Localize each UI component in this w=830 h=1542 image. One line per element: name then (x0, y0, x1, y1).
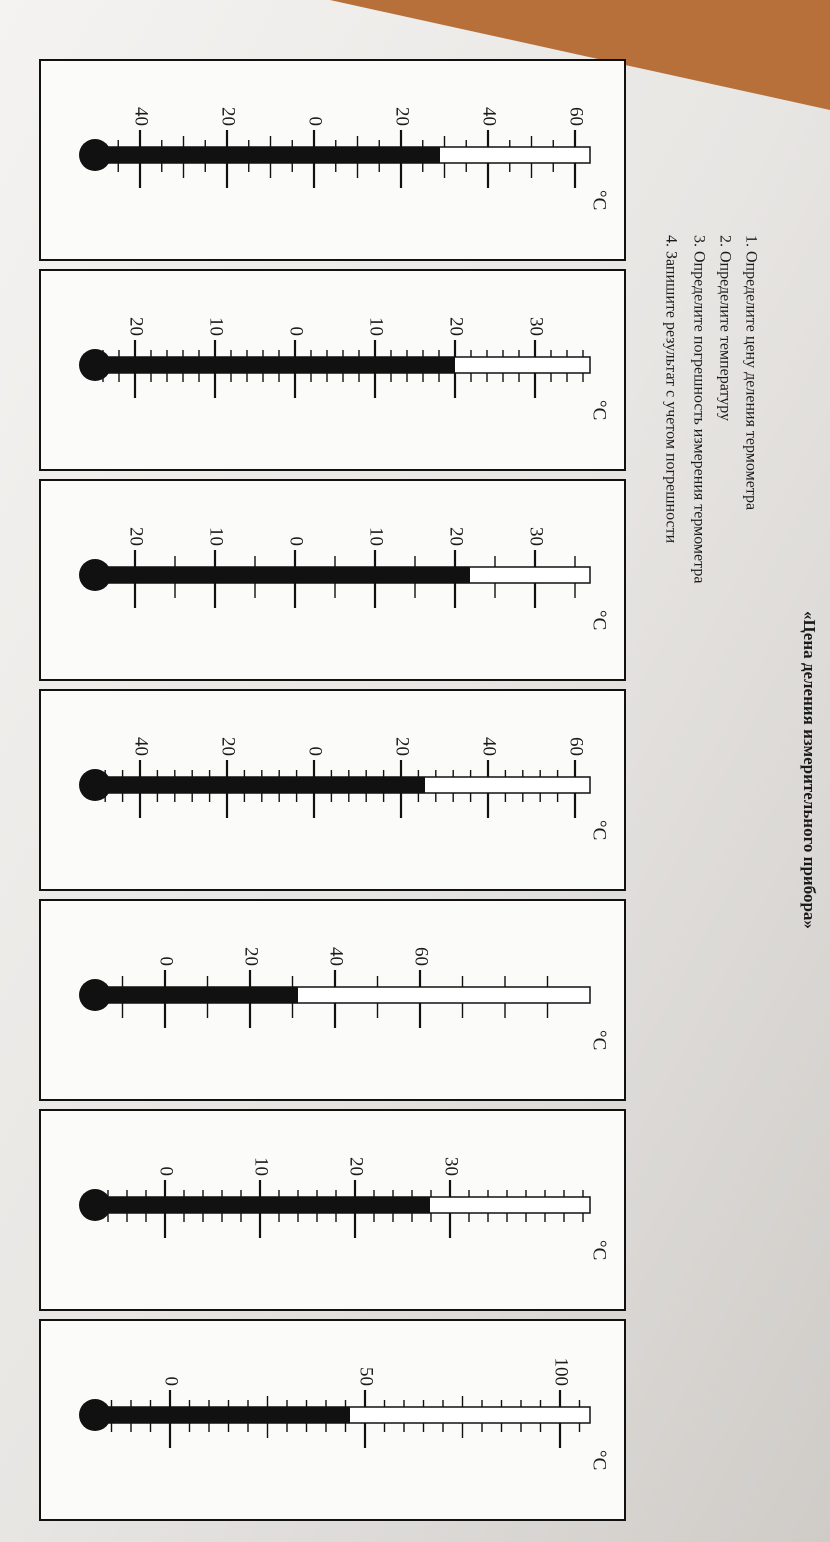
scale-label: 50 (356, 1367, 377, 1386)
scale-label: 30 (526, 527, 547, 546)
mercury (95, 1407, 350, 1423)
scale-label: 0 (156, 957, 177, 967)
scale-label: 20 (446, 317, 467, 336)
bulb (79, 979, 111, 1011)
unit-label: °C (589, 610, 610, 630)
mercury (95, 357, 455, 373)
instruction: 3. Определите погрешность измерения терм… (690, 235, 707, 583)
instruction: 1. Определите цену деления термометра (742, 235, 759, 510)
scale-label: 60 (566, 737, 587, 756)
scale-label: 0 (305, 117, 326, 127)
scale-label: 40 (326, 947, 347, 966)
scale-label: 20 (392, 107, 413, 126)
mercury (95, 567, 470, 583)
scale-label: 20 (126, 527, 147, 546)
unit-label: °C (589, 1030, 610, 1050)
unit-label: °C (589, 1240, 610, 1260)
bulb (79, 559, 111, 591)
scale-label: 60 (411, 947, 432, 966)
scale-label: 0 (161, 1377, 182, 1387)
scale-label: 20 (241, 947, 262, 966)
scale-label: 10 (251, 1157, 272, 1176)
bulb (79, 139, 111, 171)
scale-label: 10 (206, 527, 227, 546)
scale-label: 40 (479, 107, 500, 126)
table-corner (330, 0, 830, 110)
instruction: 4. Запишите результат с учетом погрешнос… (662, 235, 679, 544)
scale-label: 0 (305, 747, 326, 757)
mercury (95, 987, 298, 1003)
mercury (95, 147, 440, 163)
scale-label: 20 (218, 737, 239, 756)
scale-label: 100 (551, 1358, 572, 1387)
scale-label: 10 (366, 317, 387, 336)
rotated-sheet: «Цена деления измерительного прибора» 1.… (39, 59, 819, 1521)
scale-label: 20 (218, 107, 239, 126)
bulb (79, 1189, 111, 1221)
scale-label: 20 (346, 1157, 367, 1176)
scale-label: 0 (286, 327, 307, 337)
bulb (79, 769, 111, 801)
scale-label: 10 (206, 317, 227, 336)
mercury (95, 777, 425, 793)
scale-label: 40 (131, 107, 152, 126)
scale-label: 40 (479, 737, 500, 756)
unit-label: °C (589, 1450, 610, 1470)
scale-label: 40 (131, 737, 152, 756)
scale-label: 10 (366, 527, 387, 546)
bulb (79, 349, 111, 381)
bulb (79, 1399, 111, 1431)
title: «Цена деления измерительного прибора» (800, 611, 819, 929)
scale-label: 20 (126, 317, 147, 336)
scale-label: 20 (392, 737, 413, 756)
instruction: 2. Определите температуру (716, 235, 733, 421)
mercury (95, 1197, 430, 1213)
unit-label: °C (589, 400, 610, 420)
scale-label: 0 (286, 537, 307, 547)
scale-label: 20 (446, 527, 467, 546)
scale-label: 0 (156, 1167, 177, 1177)
unit-label: °C (589, 820, 610, 840)
scale-label: 30 (441, 1157, 462, 1176)
scale-label: 30 (526, 317, 547, 336)
scale-label: 60 (566, 107, 587, 126)
unit-label: °C (589, 190, 610, 210)
